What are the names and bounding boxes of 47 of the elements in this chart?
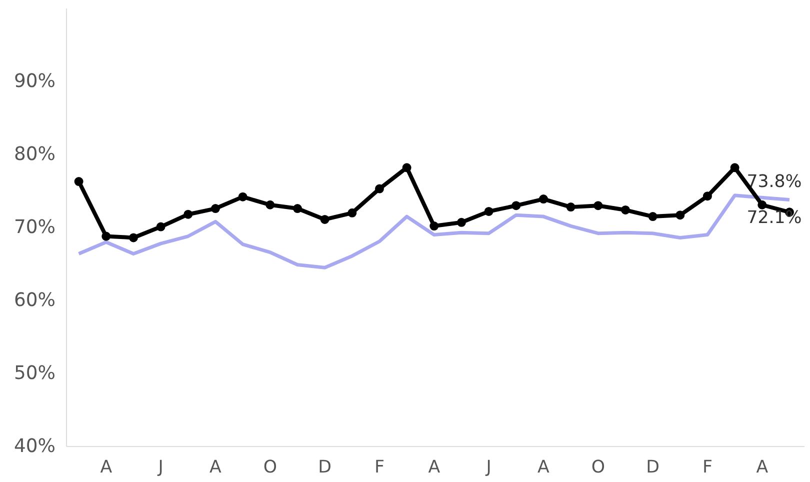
point (374, 184, 384, 194)
x-tick-label: A (756, 458, 768, 478)
y-tick-label: 70% (14, 217, 56, 238)
data-label: 72.1% (746, 208, 802, 228)
x-tick-label: A (538, 458, 550, 478)
point (730, 163, 740, 172)
point (238, 192, 248, 202)
x-tick-label: O (263, 458, 277, 478)
point (648, 212, 658, 222)
x-tick-label: A (428, 458, 440, 478)
point (184, 210, 193, 219)
point (456, 218, 466, 227)
point (210, 204, 220, 214)
y-tick-label: 40% (14, 436, 56, 457)
point (402, 163, 412, 172)
x-tick-label: D (318, 458, 332, 478)
x-tick-label: A (210, 458, 222, 478)
data-label: 73.8% (746, 172, 802, 192)
point (128, 233, 138, 242)
y-tick-label: 80% (14, 144, 56, 165)
x-tick-label: F (374, 458, 384, 478)
point (102, 232, 111, 241)
point (74, 177, 84, 186)
point (320, 214, 330, 224)
point (676, 210, 685, 220)
point (292, 204, 302, 214)
point (566, 202, 576, 212)
point (758, 200, 767, 210)
y-tick-label: 50% (14, 363, 56, 384)
x-tick-label: J (157, 458, 164, 478)
point (594, 201, 603, 210)
point (538, 194, 548, 204)
x-tick-label: F (702, 458, 712, 478)
y-tick-label: 60% (14, 290, 56, 311)
y-tick-label: 90% (14, 71, 56, 92)
x-tick-label: A (100, 458, 112, 478)
x-tick-label: J (485, 458, 492, 478)
point (512, 201, 521, 210)
point (156, 222, 166, 232)
point (430, 222, 439, 231)
x-tick-label: D (646, 458, 660, 478)
point (266, 200, 275, 210)
point (620, 205, 630, 214)
x-tick-label: O (591, 458, 605, 478)
point (348, 208, 357, 218)
point (484, 206, 494, 216)
point (702, 192, 712, 201)
